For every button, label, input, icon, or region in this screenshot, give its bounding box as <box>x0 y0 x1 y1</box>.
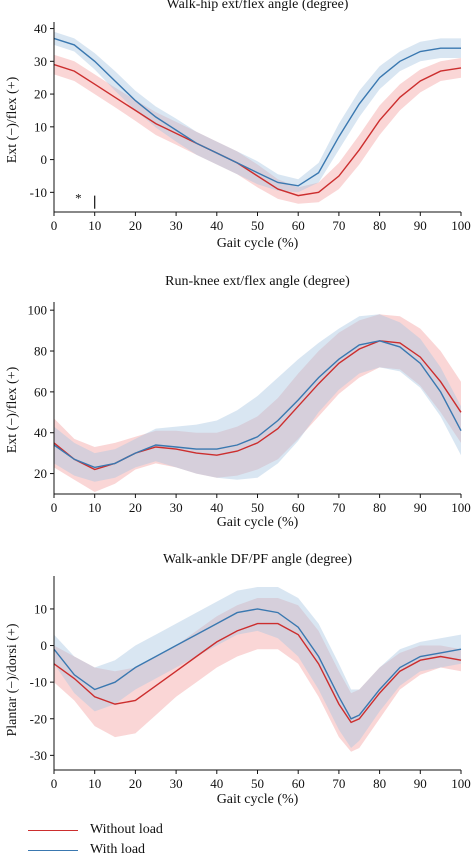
hip-y-tick-label-30: 30 <box>34 54 47 69</box>
knee-y-axis-label: Ext (−)/flex (+) <box>5 366 20 454</box>
knee-y-tick-label-20: 20 <box>34 466 47 481</box>
hip-chart-title: Walk-hip ext/flex angle (degree) <box>166 0 349 12</box>
hip-x-tick-label-0: 0 <box>51 218 58 233</box>
hip-significance-star: * <box>75 190 82 205</box>
ankle-x-tick-label-70: 70 <box>332 776 345 791</box>
ankle-y-tick-label-0: 0 <box>41 638 48 653</box>
ankle-chart-svg: 0 10 20 30 40 50 60 70 80 90 100 -30 -20 -10 0 10 <box>30 576 471 791</box>
ankle-line-without-load <box>53 622 462 724</box>
legend-item-with-load: With load <box>28 841 145 859</box>
knee-band-with-load <box>54 314 461 482</box>
knee-y-tick-label-100: 100 <box>28 303 48 318</box>
knee-x-tick-label-90: 90 <box>414 500 427 515</box>
ankle-x-tick-label-0: 0 <box>51 776 58 791</box>
hip-x-tick-label-30: 30 <box>170 218 183 233</box>
ankle-x-tick-label-80: 80 <box>373 776 386 791</box>
knee-x-tick-label-80: 80 <box>373 500 386 515</box>
legend-label-with-load: With load <box>90 842 146 857</box>
ankle-x-tick-label-60: 60 <box>292 776 305 791</box>
ankle-y-tick-label--30: -30 <box>30 748 47 763</box>
hip-line-without-load <box>53 63 462 197</box>
ankle-x-tick-label-20: 20 <box>129 776 142 791</box>
ankle-y-tick-label-10: 10 <box>34 601 47 616</box>
hip-y-tick-label--10: -10 <box>30 185 47 200</box>
hip-x-tick-label-20: 20 <box>129 218 142 233</box>
hip-chart-svg: 0 10 20 30 40 50 60 70 80 90 100 -10 0 10 20 30 40 * <box>30 21 471 233</box>
ankle-x-tick-label-50: 50 <box>251 776 264 791</box>
ankle-angle-panel: Walk-ankle DF/PF angle (degree) 0 10 20 30 4… <box>0 548 474 818</box>
hip-x-tick-label-70: 70 <box>332 218 345 233</box>
hip-x-tick-label-60: 60 <box>292 218 305 233</box>
knee-chart-title: Run-knee ext/flex angle (degree) <box>165 274 350 289</box>
hip-x-tick-label-40: 40 <box>210 218 223 233</box>
ankle-chart-title: Walk-ankle DF/PF angle (degree) <box>163 552 352 567</box>
knee-x-tick-label-20: 20 <box>129 500 142 515</box>
hip-band-without-load <box>54 54 461 204</box>
knee-x-tick-label-60: 60 <box>292 500 305 515</box>
ankle-x-axis-label: Gait cycle (%) <box>216 792 299 807</box>
knee-chart-svg: 0 10 20 30 40 50 60 70 80 90 100 20 40 60 80 100 <box>28 302 471 515</box>
hip-angle-panel: Walk-hip ext/flex angle (degree) 0 10 20 30… <box>0 0 474 260</box>
hip-y-tick-label-20: 20 <box>34 87 47 102</box>
hip-x-tick-label-100: 100 <box>451 218 471 233</box>
hip-x-tick-label-80: 80 <box>373 218 386 233</box>
legend-swatch-without-load <box>28 829 78 831</box>
knee-x-tick-label-50: 50 <box>251 500 264 515</box>
ankle-x-tick-label-100: 100 <box>451 776 471 791</box>
legend-item-without-load: Without load <box>28 821 163 839</box>
legend-swatch-with-load <box>28 849 78 851</box>
ankle-band-with-load <box>54 587 461 748</box>
knee-x-tick-label-70: 70 <box>332 500 345 515</box>
ankle-y-tick-label--20: -20 <box>30 711 47 726</box>
ankle-x-tick-label-90: 90 <box>414 776 427 791</box>
hip-x-tick-label-50: 50 <box>251 218 264 233</box>
knee-x-tick-label-10: 10 <box>88 500 101 515</box>
knee-x-tick-label-40: 40 <box>210 500 223 515</box>
knee-y-tick-label-60: 60 <box>34 384 47 399</box>
knee-x-tick-label-30: 30 <box>170 500 183 515</box>
knee-y-tick-label-80: 80 <box>34 344 47 359</box>
ankle-band-without-load <box>54 598 461 752</box>
knee-x-tick-label-0: 0 <box>51 500 58 515</box>
ankle-x-tick-label-10: 10 <box>88 776 101 791</box>
legend: Without load With load <box>28 820 268 860</box>
ankle-y-axis-label: Plantar (−)/dorsi (+) <box>5 623 20 737</box>
hip-line-with-load <box>53 37 461 187</box>
hip-x-axis-label: Gait cycle (%) <box>216 236 299 251</box>
knee-angle-panel: Run-knee ext/flex angle (degree) 0 10 20 30… <box>0 274 474 544</box>
ankle-y-tick-label--10: -10 <box>30 675 47 690</box>
knee-y-tick-label-40: 40 <box>34 425 47 440</box>
ankle-x-tick-label-30: 30 <box>170 776 183 791</box>
hip-x-tick-label-10: 10 <box>88 218 101 233</box>
hip-x-tick-label-90: 90 <box>414 218 427 233</box>
hip-y-tick-label-40: 40 <box>34 21 47 36</box>
hip-band-with-load <box>54 31 461 193</box>
knee-x-tick-label-100: 100 <box>451 500 471 515</box>
ankle-x-tick-label-40: 40 <box>210 776 223 791</box>
knee-x-axis-label: Gait cycle (%) <box>216 515 299 530</box>
knee-line-with-load <box>53 340 462 469</box>
hip-y-axis-label: Ext (−)/flex (+) <box>5 76 20 164</box>
legend-label-without-load: Without load <box>90 822 163 837</box>
hip-y-tick-label-10: 10 <box>34 119 47 134</box>
hip-y-tick-label-0: 0 <box>41 152 48 167</box>
ankle-line-with-load <box>53 608 462 720</box>
